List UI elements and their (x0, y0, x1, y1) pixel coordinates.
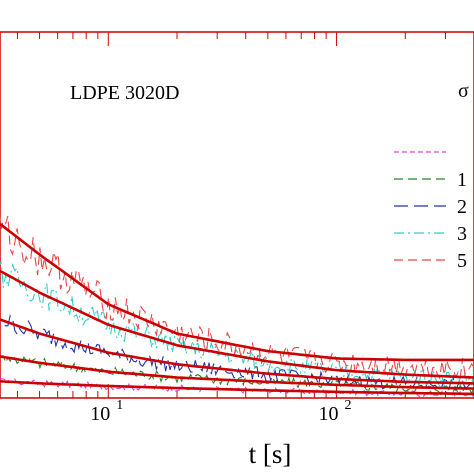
fit-curves-group (0, 222, 474, 396)
legend-label: 3 (457, 223, 467, 245)
x-tick-label: 10 (319, 403, 339, 425)
data-series-line (0, 377, 474, 398)
x-tick-labels: 10 1 10 2 (90, 398, 351, 425)
fit-curve (0, 380, 474, 396)
legend-title: σ (458, 80, 469, 102)
top-axis-ticks (16, 32, 474, 46)
data-series-line (0, 214, 474, 380)
data-series-line (0, 355, 474, 395)
fit-curve (0, 269, 474, 379)
legend-label: 5 (457, 250, 467, 272)
plot-frame (0, 31, 474, 399)
x-tick-label: 10 (90, 403, 110, 425)
legend: σ 1 2 3 5 (394, 80, 469, 272)
plot-title: LDPE 3020D (70, 82, 179, 104)
fit-curve (0, 355, 474, 390)
legend-entries: 1 2 3 5 (394, 151, 467, 272)
x-axis-title: t [s] (249, 439, 292, 469)
fit-curve (0, 318, 474, 385)
x-tick-label-exponent: 1 (116, 398, 123, 413)
data-series-line (0, 314, 474, 392)
legend-label: 2 (457, 196, 467, 218)
x-tick-label-exponent: 2 (345, 398, 352, 413)
data-series-group (0, 214, 474, 398)
data-series-line (0, 261, 474, 389)
legend-label: 1 (457, 169, 467, 191)
fit-curve (0, 222, 474, 362)
